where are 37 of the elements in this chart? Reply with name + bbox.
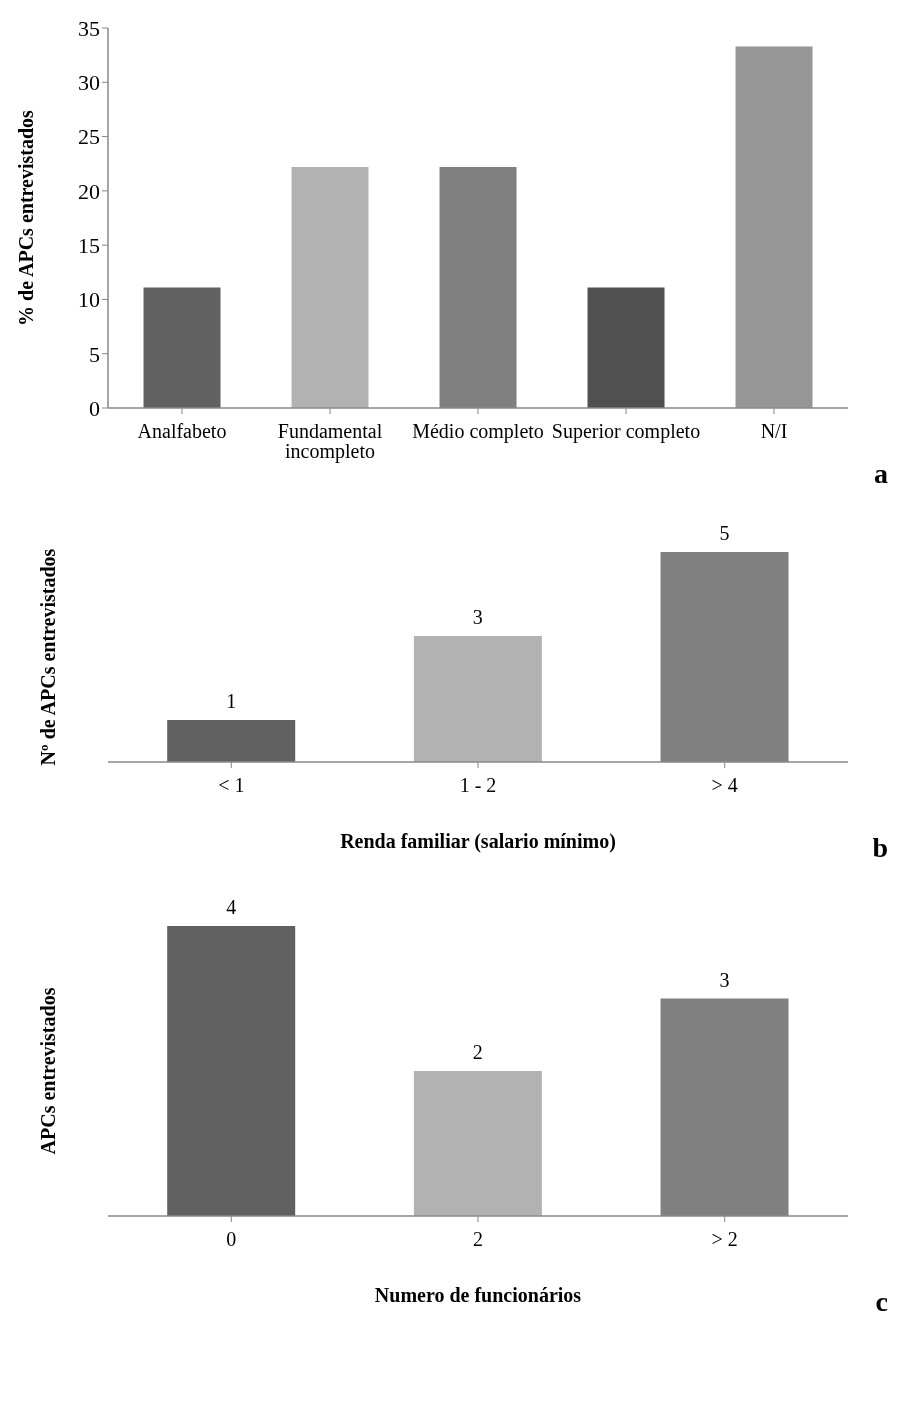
x-tick-label: Analfabeto: [137, 420, 227, 443]
data-label: 1: [226, 690, 237, 712]
bar: [735, 46, 813, 408]
x-axis-title: Renda familiar (salario mínimo): [340, 830, 616, 853]
x-tick-label: 0: [226, 1228, 237, 1251]
text: b: [872, 832, 888, 864]
x-tick-label: Superior completo: [551, 420, 701, 444]
x-tick-label: > 2: [711, 1228, 738, 1251]
y-tick-label: 5: [89, 341, 100, 367]
x-tick-label: 1 - 2: [459, 774, 497, 797]
x-tick-label: Fundamental incompleto: [277, 420, 383, 464]
y-axis-title: % de APCs entrevistados: [15, 109, 38, 326]
x-tick-label: 2: [473, 1228, 483, 1251]
x-tick-label: Médio completo: [412, 420, 544, 444]
bar: [291, 166, 369, 408]
y-tick-label: 10: [78, 287, 100, 313]
y-tick-label: 15: [78, 232, 100, 258]
text: a: [874, 458, 888, 490]
text: c: [875, 1286, 888, 1318]
x-tick-label: > 4: [711, 774, 738, 797]
x-tick-label: < 1: [218, 774, 245, 797]
y-axis-title: APCs entrevistados: [37, 987, 60, 1155]
y-tick-label: 35: [78, 15, 100, 41]
data-label: 4: [226, 896, 237, 918]
data-label: 3: [719, 968, 730, 991]
x-tick-label: N/I: [760, 420, 788, 443]
bar: [143, 287, 221, 408]
data-label: 5: [719, 522, 730, 544]
data-label: 3: [472, 606, 483, 628]
y-axis-title: Nº de APCs entrevistados: [37, 548, 60, 766]
y-tick-label: 25: [78, 124, 100, 150]
bar: [587, 287, 665, 408]
y-tick-label: 30: [78, 70, 100, 96]
x-axis-title: Numero de funcionários: [374, 1284, 582, 1306]
data-label: 2: [472, 1041, 483, 1063]
y-tick-label: 0: [89, 395, 100, 421]
y-tick-label: 20: [78, 178, 100, 204]
